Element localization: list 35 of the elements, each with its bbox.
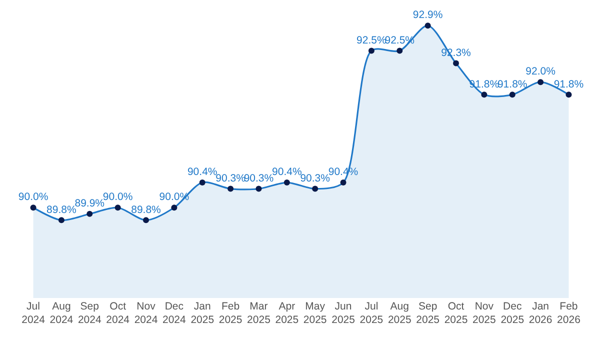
data-label: 91.8% xyxy=(554,78,584,90)
x-tick-label: Mar 2025 xyxy=(247,300,271,326)
x-tick-label: Dec 2024 xyxy=(162,300,186,326)
data-label: 90.4% xyxy=(272,166,302,178)
x-tick-label: May 2025 xyxy=(303,300,327,326)
data-label: 90.3% xyxy=(300,172,330,184)
data-label: 90.0% xyxy=(18,191,48,204)
data-label: 89.8% xyxy=(131,204,161,216)
x-tick-label: Apr 2025 xyxy=(275,300,299,326)
x-tick-label: Jul 2024 xyxy=(22,300,46,326)
x-tick-label: Oct 2024 xyxy=(106,300,130,326)
x-tick-label: Aug 2025 xyxy=(388,300,412,326)
x-tick-label: Dec 2025 xyxy=(500,300,524,326)
x-tick-label: Aug 2024 xyxy=(50,300,74,326)
data-label: 92.9% xyxy=(412,9,443,22)
data-label: 89.9% xyxy=(74,198,105,210)
x-tick-label: Nov 2025 xyxy=(472,300,496,326)
data-label: 91.8% xyxy=(497,78,528,90)
data-label: 90.0% xyxy=(102,191,133,204)
x-tick-label: Feb 2026 xyxy=(557,300,581,326)
x-tick-label: Feb 2025 xyxy=(218,300,242,326)
data-label: 90.4% xyxy=(187,166,218,178)
data-label: 89.8% xyxy=(46,204,76,216)
x-tick-label: Jun 2025 xyxy=(332,300,356,326)
data-label: 92.5% xyxy=(356,34,386,46)
data-label: 90.3% xyxy=(244,172,274,184)
data-label: 92.0% xyxy=(526,66,556,78)
x-tick-label: Jan 2026 xyxy=(528,300,552,326)
x-tick-label: Nov 2024 xyxy=(134,300,158,326)
x-tick-label: Jul 2025 xyxy=(360,300,384,326)
x-tick-label: Oct 2025 xyxy=(444,300,468,326)
data-label: 90.3% xyxy=(216,172,246,184)
x-tick-label: Sep 2024 xyxy=(78,300,102,326)
x-tick-label: Jan 2025 xyxy=(190,300,214,326)
x-tick-label: Sep 2025 xyxy=(416,300,440,326)
